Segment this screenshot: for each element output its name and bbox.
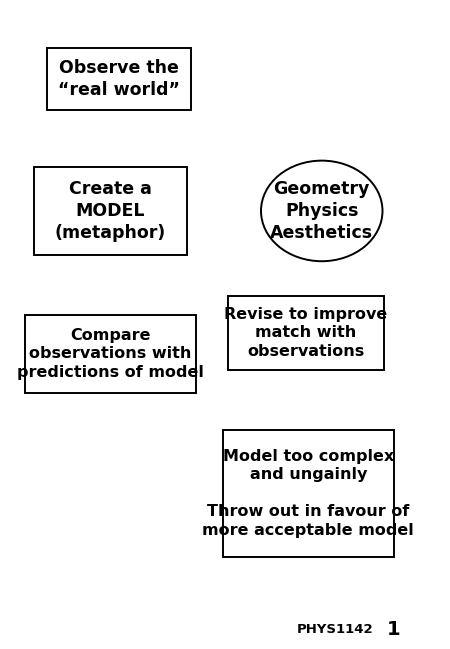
- FancyBboxPatch shape: [34, 167, 187, 254]
- Text: Compare
observations with
predictions of model: Compare observations with predictions of…: [17, 328, 204, 380]
- FancyBboxPatch shape: [47, 49, 191, 110]
- Text: Revise to improve
match with
observations: Revise to improve match with observation…: [225, 307, 387, 359]
- Text: Model too complex
and ungainly

Throw out in favour of
more acceptable model: Model too complex and ungainly Throw out…: [202, 448, 414, 538]
- Text: Geometry
Physics
Aesthetics: Geometry Physics Aesthetics: [270, 180, 374, 242]
- FancyBboxPatch shape: [229, 296, 383, 370]
- FancyBboxPatch shape: [25, 315, 196, 393]
- Text: 1: 1: [387, 620, 400, 639]
- Text: Observe the
“real world”: Observe the “real world”: [58, 59, 180, 99]
- Text: PHYS1142: PHYS1142: [297, 623, 374, 636]
- FancyBboxPatch shape: [223, 430, 394, 557]
- Ellipse shape: [261, 160, 382, 261]
- Text: Create a
MODEL
(metaphor): Create a MODEL (metaphor): [54, 180, 166, 242]
